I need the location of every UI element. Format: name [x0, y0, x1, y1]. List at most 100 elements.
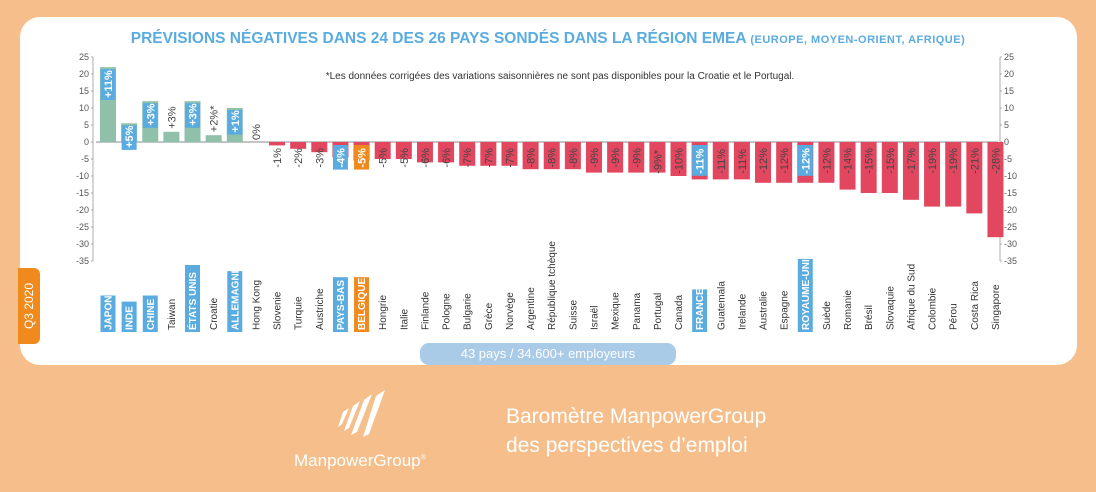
y-tick-label-right: 20 [1004, 69, 1014, 79]
y-tick-label-left: 5 [84, 120, 89, 130]
bar-23 [564, 142, 581, 170]
y-tick-label-right: -15 [1004, 188, 1017, 198]
value-label-7: +1% [230, 110, 242, 133]
category-label-35: Suède [822, 301, 833, 330]
category-label-1: JAPON [104, 296, 115, 330]
bar-27 [649, 142, 666, 173]
y-axis-left: 25 20 15 10 5 0 -5 -10 -15 -20 -25 -30 -35 [76, 52, 94, 266]
bar-30 [712, 142, 729, 180]
category-label-37: Brésil [864, 305, 875, 330]
value-label-14: -5% [378, 148, 390, 168]
brand-name-text: ManpowerGroup [294, 451, 421, 470]
value-label-27: -9%* [652, 149, 664, 174]
category-label-22: République tchèque [547, 241, 558, 330]
value-label-6: +2%* [209, 105, 221, 132]
quarter-badge-text: Q3 2020 [22, 282, 36, 330]
y-tick-label-right: -25 [1004, 222, 1017, 232]
value-label-40: -19% [927, 148, 939, 174]
value-label-41: -19% [948, 148, 960, 174]
value-label-31: -11% [737, 149, 749, 174]
sample-size-pill: 43 pays / 34.600+ employeurs [420, 343, 676, 365]
value-label-35: -12% [821, 148, 833, 174]
category-label-42: Costa Rica [970, 281, 981, 330]
category-label-24: Israël [589, 306, 600, 330]
y-tick-label-left: 10 [79, 103, 89, 113]
category-label-box-1 [100, 295, 116, 332]
category-label-box-7 [227, 271, 243, 332]
category-label-28: Canada [674, 295, 685, 330]
bar-chart: 25 20 15 10 5 0 -5 -10 -15 -20 -25 -30 -35 25 20 15 10 5… [76, 52, 1017, 332]
title-main: PRÉVISIONS NÉGATIVES DANS 24 DES 26 PAYS… [130, 30, 746, 47]
bar-39 [902, 142, 919, 200]
value-label-43: -28% [990, 148, 1002, 174]
y-tick-label-right: -35 [1004, 256, 1017, 266]
bar-22 [543, 142, 560, 170]
chart-title: PRÉVISIONS NÉGATIVES DANS 24 DES 26 PAYS… [0, 30, 1096, 48]
category-label-box-2 [121, 301, 137, 332]
bar-32 [755, 142, 772, 183]
bar-38 [881, 142, 898, 193]
category-label-41: Pérou [949, 303, 960, 330]
bar-19 [480, 142, 497, 166]
bar-28 [670, 142, 687, 176]
category-label-34: ROYAUME-UNI [801, 259, 812, 330]
value-label-8: 0% [251, 124, 263, 140]
value-label-25: -9% [610, 148, 622, 168]
category-label-3: CHINE [146, 299, 157, 330]
category-labels: JAPON INDE CHINE Taiwan ÉTATS UNIS Croatie ALL… [100, 241, 1002, 332]
value-label-34: -12% [800, 148, 812, 174]
bar-33 [776, 142, 793, 183]
bar-24 [585, 142, 602, 173]
value-label-42: -21% [969, 148, 981, 174]
category-label-20: Norvège [505, 292, 516, 330]
category-label-11: Austriche [315, 288, 326, 330]
category-label-13: BELGIQUE [357, 277, 368, 330]
category-label-5: ÉTATS UNIS [186, 272, 199, 330]
category-label-16: Finlande [420, 291, 431, 330]
y-tick-label-left: -35 [76, 256, 89, 266]
category-label-36: Romanie [843, 290, 854, 330]
category-label-19: Grèce [484, 302, 495, 330]
bar-37 [860, 142, 877, 193]
category-label-box-3 [142, 295, 158, 332]
tagline-line-2: des perspectives d’emploi [506, 434, 748, 457]
category-label-box-12 [332, 277, 348, 332]
value-label-10: -2% [293, 148, 305, 168]
value-label-23: -8% [568, 148, 580, 168]
category-label-43: Singapore [991, 284, 1002, 330]
bar-14 [374, 142, 391, 159]
value-label-20: -7% [504, 148, 516, 168]
category-label-17: Pologne [442, 293, 453, 330]
category-label-30: Guatemala [716, 281, 727, 330]
value-label-2: +5% [124, 125, 136, 148]
bar-21 [522, 142, 539, 170]
value-label-box-34 [797, 145, 813, 176]
value-label-box-12 [332, 145, 348, 170]
bar-25 [607, 142, 624, 173]
y-tick-label-right: 25 [1004, 52, 1014, 62]
value-label-box-29 [692, 145, 708, 176]
y-tick-label-left: 20 [79, 69, 89, 79]
value-label-5: +3% [188, 103, 200, 126]
y-tick-label-right: 15 [1004, 86, 1014, 96]
value-label-16: -6% [420, 148, 432, 168]
value-label-13: -5% [357, 148, 369, 168]
value-label-11: -3% [314, 148, 326, 168]
y-tick-label-left: -30 [76, 239, 89, 249]
value-label-12: -4% [335, 148, 347, 168]
quarter-badge: Q3 2020 [18, 268, 40, 344]
category-label-8: Hong Kong [251, 280, 262, 330]
bar-15 [395, 142, 412, 159]
value-label-4: +3% [166, 106, 178, 129]
category-label-31: Irelande [737, 293, 748, 330]
category-label-29: FRANCE [695, 288, 706, 330]
y-tick-label-left: -10 [76, 171, 89, 181]
y-tick-label-right: 0 [1004, 137, 1009, 147]
bar-43 [987, 142, 1004, 238]
bar-16 [416, 142, 433, 163]
category-label-14: Hongrie [378, 295, 389, 330]
value-label-24: -9% [589, 148, 601, 168]
value-label-29: -11% [695, 149, 707, 174]
category-label-2: INDE [125, 306, 136, 330]
y-axis-right: 25 20 15 10 5 0 -5 -10 -15 -20 -25 -30 -35 [999, 52, 1017, 266]
